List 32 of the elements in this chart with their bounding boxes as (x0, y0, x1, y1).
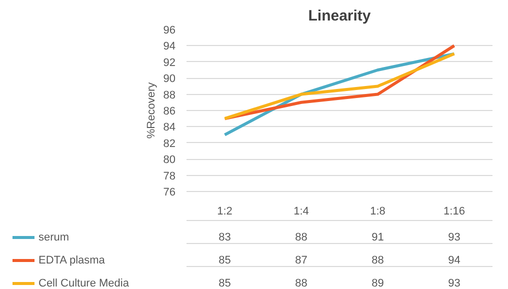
legend-label: serum (38, 232, 70, 244)
legend-label: Cell Culture Media (38, 278, 130, 289)
data-label: 88 (295, 232, 308, 244)
data-label: 91 (372, 232, 384, 244)
data-label: 83 (218, 232, 231, 244)
y-tick-label: 84 (163, 122, 176, 134)
x-tick-label: 1:8 (370, 206, 386, 218)
y-axis-title: %Recovery (145, 82, 158, 139)
x-tick-label: 1:16 (444, 206, 465, 218)
x-tick-label: 1:4 (294, 206, 309, 218)
y-tick-label: 76 (163, 186, 176, 198)
y-tick-label: 90 (163, 73, 176, 86)
data-label: 94 (448, 254, 460, 266)
y-tick-label: 82 (163, 138, 176, 150)
data-label: 87 (295, 254, 308, 266)
data-label: 88 (372, 254, 384, 266)
y-tick-label: 92 (163, 56, 176, 69)
data-label: 93 (448, 278, 460, 289)
data-label: 85 (218, 278, 231, 289)
chart-title: Linearity (308, 8, 372, 24)
legend-label: EDTA plasma (38, 254, 106, 266)
x-tick-label: 1:2 (217, 206, 232, 218)
y-tick-label: 96 (163, 24, 176, 36)
y-tick-label: 88 (163, 89, 176, 102)
y-tick-label: 80 (163, 154, 176, 166)
y-tick-label: 78 (163, 170, 176, 182)
y-tick-label: 86 (163, 106, 176, 118)
data-label: 89 (372, 278, 384, 289)
data-label: 93 (448, 232, 460, 244)
y-tick-label: 94 (163, 40, 176, 53)
data-label: 88 (295, 278, 308, 289)
data-label: 85 (218, 254, 231, 266)
